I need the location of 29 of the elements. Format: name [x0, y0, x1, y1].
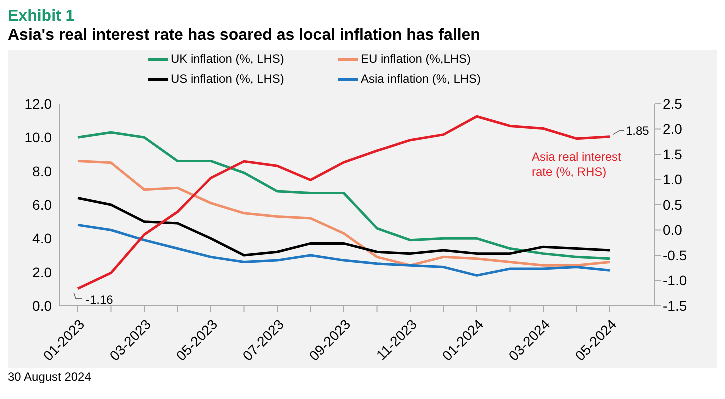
y2-tick-label: 1.5: [663, 146, 683, 162]
y2-tick-label: -0.5: [663, 247, 688, 264]
y-tick-label: 6.0: [32, 196, 52, 213]
data-label: 1.85: [626, 124, 650, 138]
y2-tick-label: 2.5: [663, 96, 683, 112]
chart-title: Exhibit 1: [8, 8, 76, 26]
y-tick-label: 10.0: [24, 130, 52, 146]
y2-tick-label: -1.5: [663, 298, 688, 314]
legend-label: Asia inflation (%, LHS): [361, 72, 482, 86]
text: 30 August 2024: [8, 370, 92, 384]
y-tick-label: 4.0: [32, 230, 52, 247]
series-label: Asia real interest rate (%, RHS): [532, 150, 622, 179]
legend-label: UK inflation (%, LHS): [171, 52, 284, 66]
line-series: [76, 197, 612, 257]
y2-tick-label: 0.5: [663, 196, 683, 213]
legend-label: EU inflation (%,LHS): [361, 52, 472, 66]
y2-tick-label: 2.0: [663, 121, 683, 138]
y-tick-label: 12.0: [24, 96, 52, 112]
y-tick-label: 8.0: [32, 163, 52, 180]
data-label: -1.16: [86, 292, 114, 307]
y-tick-label: 0.0: [32, 298, 52, 314]
y2-tick-label: -1.0: [663, 272, 688, 289]
y2-tick-label: 0.0: [663, 222, 683, 238]
y2-tick-label: 1.0: [663, 172, 683, 188]
line-series: [76, 224, 612, 277]
y-tick-label: 2.0: [32, 264, 52, 280]
legend-label: US inflation (%, LHS): [171, 72, 284, 86]
line-series: [76, 160, 612, 267]
chart-subtitle: Asia's real interest rate has soared as local inflation has fallen: [8, 26, 482, 46]
